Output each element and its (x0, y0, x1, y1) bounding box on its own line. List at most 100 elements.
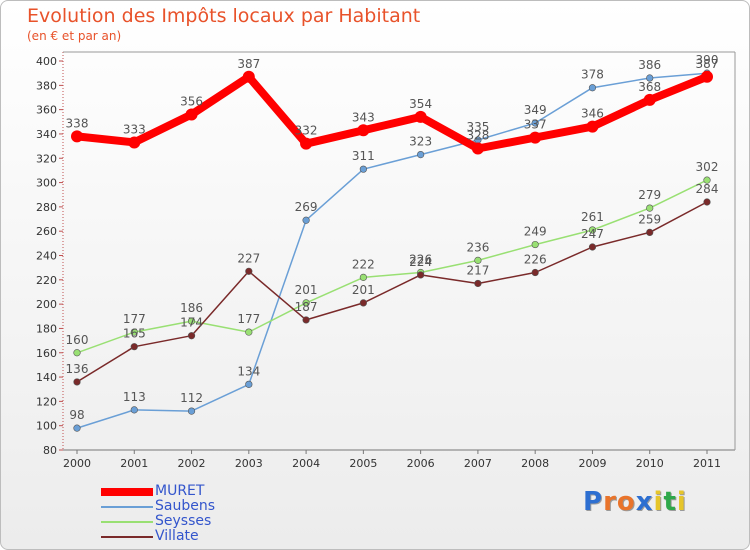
data-point (474, 256, 482, 264)
series-line-villate (76, 201, 708, 383)
data-label: 349 (524, 103, 547, 117)
series-line-saubens (76, 72, 708, 429)
data-label: 222 (352, 257, 375, 271)
chart-axes (59, 51, 736, 454)
data-label: 177 (123, 312, 146, 326)
x-tick-label: 2009 (578, 457, 606, 470)
data-label: 269 (295, 200, 318, 214)
data-label: 134 (237, 364, 260, 378)
data-point (646, 228, 654, 237)
data-point (646, 74, 654, 82)
x-tick-label: 2003 (235, 457, 263, 470)
data-label: 302 (696, 160, 719, 174)
data-point (185, 108, 198, 121)
data-point (187, 332, 196, 340)
data-label: 177 (237, 312, 260, 326)
x-tick-label: 2011 (693, 457, 721, 470)
data-point (242, 70, 255, 83)
data-label: 328 (466, 129, 489, 143)
data-point (417, 151, 425, 159)
y-tick-label: 300 (36, 177, 57, 190)
data-point (245, 328, 253, 336)
series-line-muret (73, 72, 711, 153)
data-label: 186 (180, 301, 203, 315)
data-point (417, 271, 425, 279)
y-tick-label: 200 (36, 298, 57, 311)
y-tick-label: 120 (36, 395, 57, 408)
data-point (359, 273, 367, 281)
data-label: 187 (295, 300, 318, 314)
data-label: 249 (524, 225, 547, 239)
y-tick-label: 320 (36, 152, 57, 165)
data-point (71, 130, 83, 143)
data-label: 113 (123, 390, 146, 404)
data-label: 354 (409, 97, 432, 111)
chart-subtitle: (en € et par an) (27, 29, 122, 43)
data-point (586, 120, 599, 133)
data-point (357, 124, 370, 137)
x-tick-label: 2005 (349, 457, 377, 470)
data-point (643, 93, 656, 106)
data-label: 112 (180, 391, 203, 405)
data-point (302, 316, 310, 324)
data-label: 356 (180, 94, 203, 108)
data-point (414, 110, 427, 123)
data-label: 98 (69, 408, 84, 422)
data-point (245, 380, 253, 388)
data-label: 165 (123, 327, 146, 341)
data-point (531, 268, 539, 277)
data-point (187, 407, 196, 415)
data-label: 387 (696, 57, 719, 71)
y-tick-label: 360 (36, 104, 57, 117)
data-point (703, 176, 711, 184)
data-label: 247 (581, 227, 604, 241)
legend-label: Villate (155, 528, 199, 544)
y-tick-label: 240 (36, 250, 57, 263)
data-point (703, 198, 711, 206)
data-point (588, 226, 597, 234)
y-tick-label: 220 (36, 274, 57, 287)
data-label: 284 (696, 182, 719, 196)
y-tick-label: 400 (36, 55, 57, 68)
y-tick-label: 280 (36, 201, 57, 214)
x-tick-label: 2000 (63, 457, 91, 470)
data-label: 201 (352, 283, 375, 297)
proxiti-logo: Proxiti (583, 487, 687, 517)
data-label: 333 (123, 122, 146, 136)
data-label: 259 (638, 212, 661, 226)
legend-swatch (101, 488, 153, 496)
x-tick-label: 2001 (120, 457, 148, 470)
y-tick-label: 260 (36, 225, 57, 238)
x-tick-labels: 2000 2001 2002 2003 2004 2005 2006 2007 2008 2009… (63, 457, 721, 470)
data-label: 174 (180, 316, 203, 330)
data-label: 386 (638, 58, 661, 72)
y-tick-label: 160 (36, 347, 57, 360)
data-labels: 98 113 112 134 269 311 323 335 349 378 386 390 160 17… (66, 53, 719, 422)
data-label: 236 (466, 240, 489, 254)
data-point (302, 299, 310, 307)
x-tick-label: 2008 (521, 457, 549, 470)
data-label: 378 (581, 68, 604, 82)
data-label: 390 (696, 53, 719, 67)
data-label: 217 (466, 263, 489, 277)
data-point (128, 136, 141, 149)
data-label: 338 (66, 116, 89, 130)
x-tick-label: 2007 (464, 457, 492, 470)
data-point (701, 70, 713, 83)
data-label: 323 (409, 135, 432, 149)
data-label: 226 (409, 253, 432, 267)
data-point (474, 279, 482, 288)
y-tick-label: 100 (36, 420, 57, 433)
data-point (130, 343, 138, 351)
data-point (646, 204, 654, 212)
x-tick-label: 2004 (292, 457, 320, 470)
data-point (73, 424, 81, 432)
data-label: 227 (237, 251, 260, 265)
data-label: 337 (524, 118, 547, 132)
y-tick-label: 180 (36, 322, 57, 335)
data-point (73, 349, 81, 357)
legend-swatch (101, 506, 153, 508)
y-tick-label: 140 (36, 371, 57, 384)
